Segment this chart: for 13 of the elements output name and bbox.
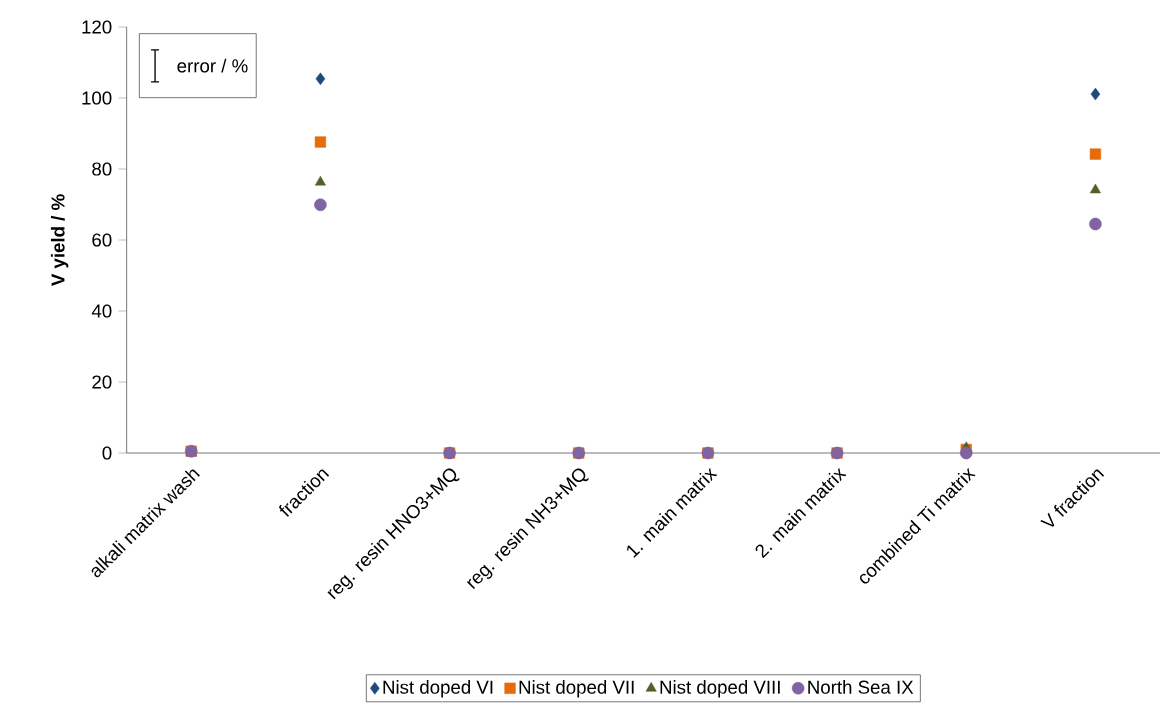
annotation: error / % [177,58,248,73]
legend-label: Nist doped VII [519,680,634,698]
y-tick-label: 60 [92,233,112,247]
legend-label: North Sea IX [808,680,914,694]
y-tick-label: 0 [102,446,112,460]
legend-label: Nist doped VI [383,680,493,698]
y-tick-label: 80 [92,162,112,176]
y-tick-label: 100 [82,91,112,105]
y-axis-title: V yield / % [50,194,69,287]
y-tick-label: 20 [92,375,112,389]
legend-label: Nist doped VIII [660,680,780,698]
y-tick-label: 40 [91,304,112,318]
y-tick-label: 120 [82,20,112,34]
